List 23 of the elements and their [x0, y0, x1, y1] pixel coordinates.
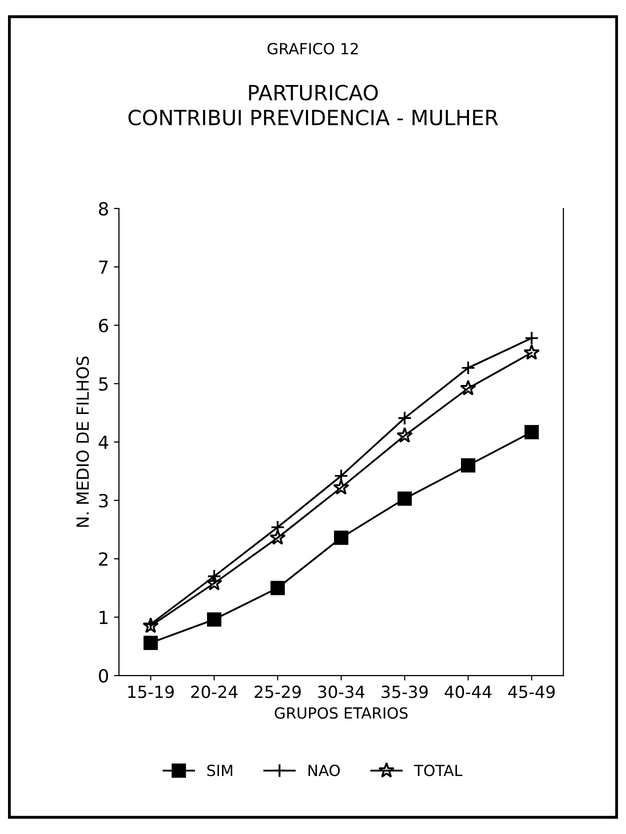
x-tick-label: 45-49	[508, 686, 555, 698]
y-tick-label: 3	[99, 494, 108, 508]
x-axis-title: GRUPOS ETARIOS	[274, 707, 408, 719]
chart-title: GRAFICO 12	[268, 42, 358, 54]
legend-label: NAO	[308, 764, 340, 776]
legend-label: SIM	[207, 764, 232, 776]
y-tick-label: 1	[100, 610, 108, 624]
y-tick-label: 2	[99, 552, 108, 566]
y-tick-label: 7	[99, 260, 108, 274]
y-tick-label: 0	[98, 669, 108, 683]
y-tick-label: 8	[98, 202, 108, 216]
chart-subtitle: PARTURICAO CONTRIBUI PREVIDENCIA - MULHER	[128, 84, 498, 126]
y-tick-label: 4	[98, 436, 108, 449]
y-tick-label: 6	[98, 318, 108, 332]
x-tick-label: 25-29	[254, 686, 301, 698]
x-tick-label: 15-19	[128, 686, 174, 698]
legend-label: TOTAL	[414, 764, 462, 776]
x-tick-label: 30-34	[318, 686, 364, 698]
x-tick-label: 40-44	[444, 686, 492, 698]
x-tick-label: 35-39	[382, 686, 428, 698]
y-tick-label: 5	[99, 377, 108, 391]
y-axis-title: N. MEDIO DE FILHOS	[76, 356, 89, 527]
x-tick-label: 20-24	[191, 686, 238, 698]
